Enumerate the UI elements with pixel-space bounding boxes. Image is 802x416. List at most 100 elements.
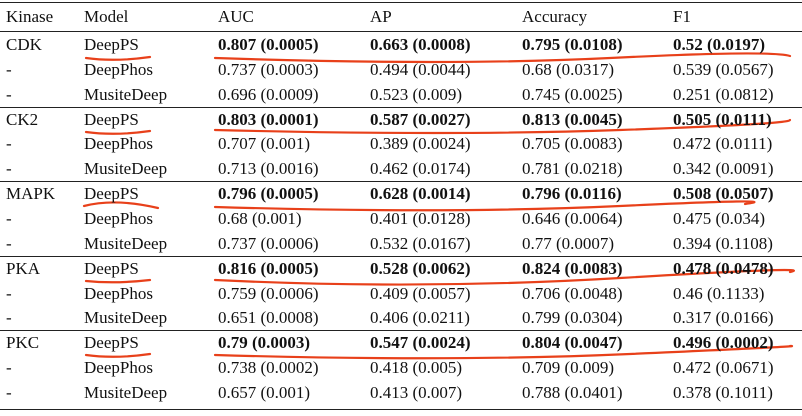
kinase-cell: CDK [6,35,42,54]
f1-cell: 0.496 (0.0002) [673,333,774,353]
header-cell: Model [84,7,129,26]
auc-cell: 0.807 (0.0005) [218,35,319,54]
kinase-cell: CK2 [6,109,39,129]
kinase-cell: MAPK [6,184,56,204]
model-cell: DeepPS [84,184,139,204]
auc-cell: 0.713 (0.0016) [218,159,319,179]
model-cell: DeepPS [84,258,139,278]
f1-cell: 0.378 (0.1011) [673,383,773,403]
kinase-cell: - [6,383,12,403]
f1-cell: 0.472 (0.0111) [673,134,773,154]
underline [84,352,152,358]
kinase-cell: - [6,84,12,104]
auc-cell: 0.68 (0.001) [218,209,302,229]
underline [84,129,152,135]
accuracy-cell: 0.745 (0.0025) [522,84,623,104]
bottom-rule [0,409,802,410]
auc-cell: 0.696 (0.0009) [218,84,319,104]
f1-cell: 0.317 (0.0166) [673,308,774,328]
kinase-cell: PKC [6,333,40,353]
kinase-cell: - [6,159,12,179]
ap-cell: 0.494 (0.0044) [370,59,471,79]
ap-cell: 0.628 (0.0014) [370,184,471,204]
top-rule [0,2,802,3]
f1-cell: 0.46 (0.1133) [673,283,765,303]
model-cell: DeepPhos [84,134,153,154]
model-cell: DeepPhos [84,59,153,79]
ap-cell: 0.532 (0.0167) [370,233,471,253]
model-cell: DeepPhos [84,209,153,229]
ap-cell: 0.523 (0.009) [370,84,463,104]
model-cell: MusiteDeep [84,84,168,104]
ap-cell: 0.547 (0.0024) [370,333,471,353]
header-cell: AUC [218,7,254,26]
group-rule [0,181,802,182]
accuracy-cell: 0.813 (0.0045) [522,109,623,129]
auc-cell: 0.737 (0.0006) [218,233,319,253]
group-rule [0,107,802,108]
accuracy-cell: 0.795 (0.0108) [522,35,623,54]
f1-cell: 0.539 (0.0567) [673,59,774,79]
accuracy-cell: 0.781 (0.0218) [522,159,623,179]
model-cell: DeepPhos [84,358,153,378]
f1-cell: 0.508 (0.0507) [673,184,774,204]
f1-cell: 0.52 (0.0197) [673,35,766,54]
f1-cell: 0.394 (0.1108) [673,233,773,253]
model-cell: MusiteDeep [84,308,168,328]
auc-cell: 0.816 (0.0005) [218,258,319,278]
accuracy-cell: 0.705 (0.0083) [522,134,623,154]
ap-cell: 0.389 (0.0024) [370,134,471,154]
group-rule [0,330,802,331]
model-cell: DeepPS [84,109,139,129]
auc-cell: 0.651 (0.0008) [218,308,319,328]
kinase-cell: - [6,59,12,79]
auc-cell: 0.657 (0.001) [218,383,311,403]
kinase-cell: - [6,233,12,253]
kinase-cell: - [6,134,12,154]
underline [84,278,152,284]
ap-cell: 0.418 (0.005) [370,358,463,378]
ap-cell: 0.409 (0.0057) [370,283,471,303]
model-cell: DeepPS [84,35,139,54]
accuracy-cell: 0.788 (0.0401) [522,383,623,403]
auc-cell: 0.796 (0.0005) [218,184,319,204]
auc-cell: 0.803 (0.0001) [218,109,319,129]
accuracy-cell: 0.799 (0.0304) [522,308,623,328]
header-rule [0,31,802,32]
f1-cell: 0.472 (0.0671) [673,358,774,378]
model-cell: MusiteDeep [84,159,168,179]
kinase-cell: - [6,308,12,328]
auc-cell: 0.759 (0.0006) [218,283,319,303]
header-cell: F1 [673,7,691,26]
model-cell: MusiteDeep [84,233,168,253]
auc-cell: 0.79 (0.0003) [218,333,311,353]
ap-cell: 0.413 (0.007) [370,383,463,403]
kinase-cell: - [6,209,12,229]
ap-cell: 0.406 (0.0211) [370,308,470,328]
auc-cell: 0.738 (0.0002) [218,358,319,378]
accuracy-cell: 0.824 (0.0083) [522,258,623,278]
ap-cell: 0.462 (0.0174) [370,159,471,179]
accuracy-cell: 0.796 (0.0116) [522,184,622,204]
accuracy-cell: 0.709 (0.009) [522,358,615,378]
kinase-cell: PKA [6,258,41,278]
model-cell: DeepPhos [84,283,153,303]
group-rule [0,256,802,257]
ap-cell: 0.401 (0.0128) [370,209,471,229]
kinase-cell: - [6,358,12,378]
ap-cell: 0.663 (0.0008) [370,35,471,54]
f1-cell: 0.505 (0.0111) [673,109,772,129]
accuracy-cell: 0.646 (0.0064) [522,209,623,229]
kinase-cell: - [6,283,12,303]
header-cell: Kinase [6,7,54,26]
accuracy-cell: 0.77 (0.0007) [522,233,615,253]
accuracy-cell: 0.68 (0.0317) [522,59,615,79]
accuracy-cell: 0.706 (0.0048) [522,283,623,303]
ap-cell: 0.528 (0.0062) [370,258,471,278]
f1-cell: 0.251 (0.0812) [673,84,774,104]
f1-cell: 0.475 (0.034) [673,209,766,229]
accuracy-cell: 0.804 (0.0047) [522,333,623,353]
f1-cell: 0.342 (0.0091) [673,159,774,179]
header-cell: Accuracy [522,7,588,26]
